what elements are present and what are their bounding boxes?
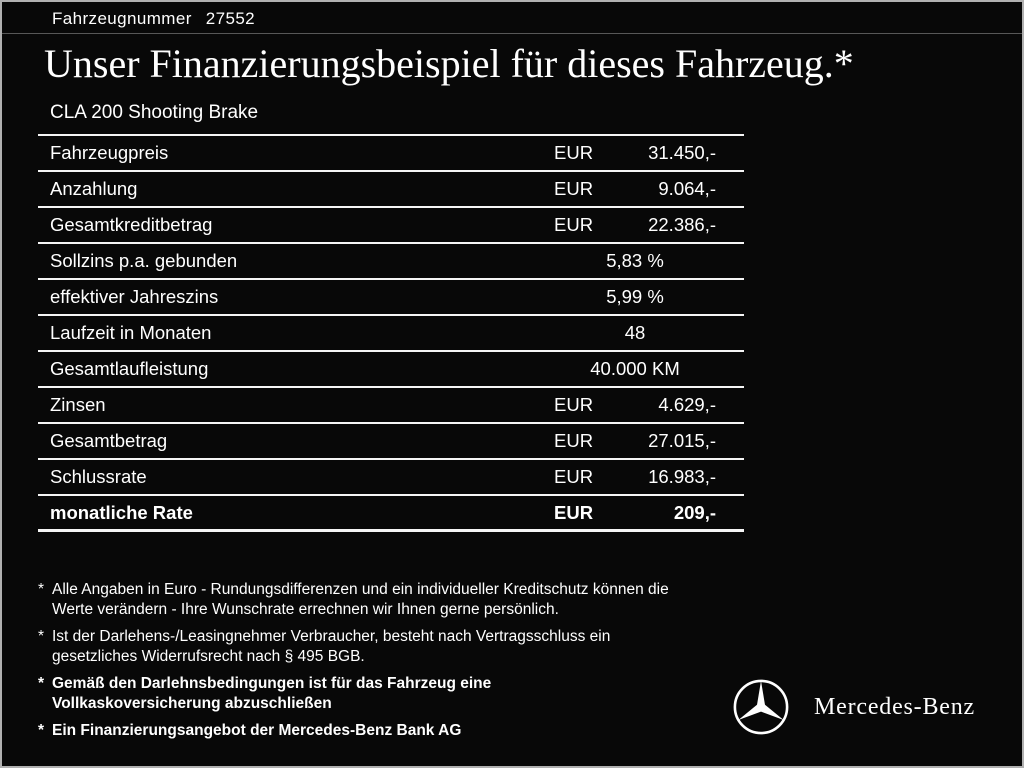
table-row: Laufzeit in Monaten 48 bbox=[38, 316, 744, 352]
row-amount: 27.015,- bbox=[648, 430, 716, 451]
row-amount: 31.450,- bbox=[648, 142, 716, 163]
footnote: * Ein Finanzierungsangebot der Mercedes-… bbox=[38, 721, 768, 741]
mercedes-star-icon bbox=[733, 679, 789, 735]
row-label: Zinsen bbox=[50, 394, 106, 415]
table-row: Fahrzeugpreis EUR 31.450,- bbox=[38, 136, 744, 172]
vehicle-model: CLA 200 Shooting Brake bbox=[50, 102, 259, 123]
footnote-text: Gemäß den Darlehnsbedingungen ist für da… bbox=[52, 675, 492, 712]
row-amount: 5,99 % bbox=[606, 286, 664, 307]
vehicle-number: Fahrzeugnummer 27552 bbox=[52, 9, 255, 29]
table-row: Anzahlung EUR 9.064,- bbox=[38, 172, 744, 208]
row-label: Laufzeit in Monaten bbox=[50, 322, 212, 343]
table-row: Schlussrate EUR 16.983,- bbox=[38, 460, 744, 496]
financing-table: Fahrzeugpreis EUR 31.450,- Anzahlung EUR… bbox=[38, 134, 744, 532]
row-value: 48 bbox=[554, 322, 716, 344]
table-row: Gesamtbetrag EUR 27.015,- bbox=[38, 424, 744, 460]
row-value: 5,83 % bbox=[554, 250, 716, 272]
table-row: Sollzins p.a. gebunden 5,83 % bbox=[38, 244, 744, 280]
row-amount: 4.629,- bbox=[658, 394, 716, 415]
vehicle-number-value: 27552 bbox=[205, 9, 256, 28]
row-value: EUR 9.064,- bbox=[554, 178, 716, 200]
row-amount: 9.064,- bbox=[658, 178, 716, 199]
row-value: EUR 209,- bbox=[554, 502, 716, 524]
table-row: Gesamtlaufleistung 40.000 KM bbox=[38, 352, 744, 388]
row-value: EUR 22.386,- bbox=[554, 214, 716, 236]
row-amount: 22.386,- bbox=[648, 214, 716, 235]
row-value: EUR 27.015,- bbox=[554, 430, 716, 452]
footnote-text: Ist der Darlehens-/Leasingnehmer Verbrau… bbox=[52, 628, 611, 665]
vehicle-number-label: Fahrzeugnummer bbox=[52, 9, 192, 28]
table-row: monatliche Rate EUR 209,- bbox=[38, 496, 744, 532]
footnote-text: Ein Finanzierungsangebot der Mercedes-Be… bbox=[52, 722, 462, 739]
table-row: effektiver Jahreszins 5,99 % bbox=[38, 280, 744, 316]
table-row: Gesamtkreditbetrag EUR 22.386,- bbox=[38, 208, 744, 244]
row-currency: EUR bbox=[554, 142, 594, 163]
header-divider bbox=[2, 33, 1022, 34]
row-label: Fahrzeugpreis bbox=[50, 142, 169, 163]
row-label: monatliche Rate bbox=[50, 501, 193, 523]
row-currency: EUR bbox=[554, 466, 594, 487]
footnote-marker: * bbox=[38, 581, 45, 598]
row-label: Gesamtbetrag bbox=[50, 430, 168, 451]
footnote-marker: * bbox=[38, 722, 45, 739]
row-label: Sollzins p.a. gebunden bbox=[50, 250, 238, 271]
brand-block: Mercedes-Benz bbox=[732, 678, 975, 736]
row-value: EUR 4.629,- bbox=[554, 394, 716, 416]
row-value: EUR 31.450,- bbox=[554, 142, 716, 164]
row-currency: EUR bbox=[554, 394, 594, 415]
page-title: Unser Finanzierungsbeispiel für dieses F… bbox=[44, 41, 854, 86]
row-label: Gesamtlaufleistung bbox=[50, 358, 209, 379]
row-value: 40.000 KM bbox=[554, 358, 716, 380]
row-currency: EUR bbox=[554, 178, 594, 199]
row-label: Gesamtkreditbetrag bbox=[50, 214, 213, 235]
row-amount: 48 bbox=[624, 322, 646, 343]
footnote: * Alle Angaben in Euro - Rundungsdiffere… bbox=[38, 580, 768, 620]
footnotes: * Alle Angaben in Euro - Rundungsdiffere… bbox=[38, 580, 768, 748]
row-label: effektiver Jahreszins bbox=[50, 286, 219, 307]
row-amount: 16.983,- bbox=[648, 466, 716, 487]
row-value: 5,99 % bbox=[554, 286, 716, 308]
row-amount: 40.000 KM bbox=[590, 358, 680, 379]
footnote: * Ist der Darlehens-/Leasingnehmer Verbr… bbox=[38, 627, 768, 667]
row-currency: EUR bbox=[554, 430, 594, 451]
row-currency: EUR bbox=[554, 214, 594, 235]
footnote-marker: * bbox=[38, 628, 45, 645]
row-amount: 5,83 % bbox=[606, 250, 664, 271]
row-value: EUR 16.983,- bbox=[554, 466, 716, 488]
table-row: Zinsen EUR 4.629,- bbox=[38, 388, 744, 424]
row-label: Anzahlung bbox=[50, 178, 138, 199]
row-label: Schlussrate bbox=[50, 466, 147, 487]
row-currency: EUR bbox=[554, 501, 594, 523]
brand-wordmark: Mercedes-Benz bbox=[814, 693, 975, 720]
row-amount: 209,- bbox=[673, 501, 716, 523]
footnote: * Gemäß den Darlehnsbedingungen ist für … bbox=[38, 674, 768, 714]
footnote-text: Alle Angaben in Euro - Rundungsdifferenz… bbox=[52, 581, 669, 618]
footnote-marker: * bbox=[38, 675, 45, 692]
